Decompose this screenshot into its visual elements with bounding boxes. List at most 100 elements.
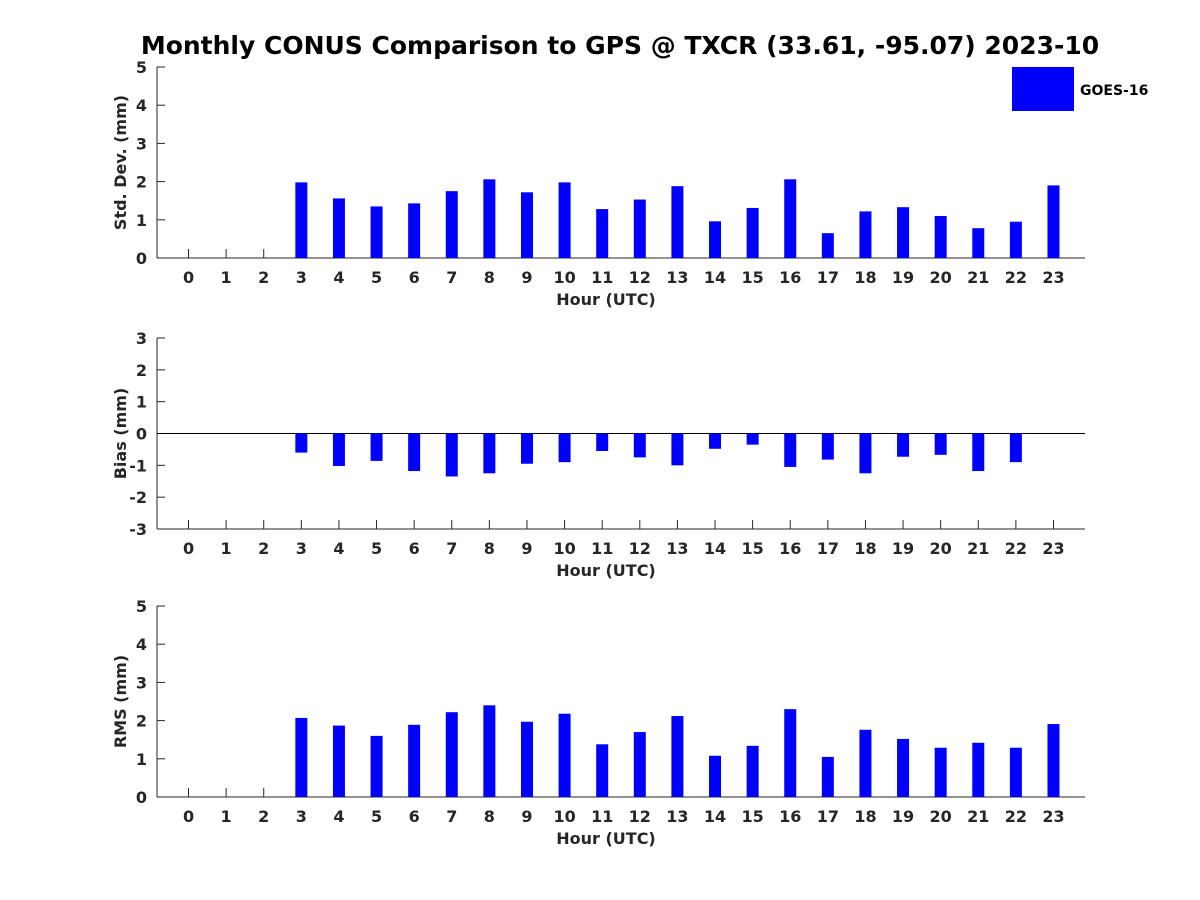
y-tick-label: 0 xyxy=(136,249,147,268)
x-tick-label: 13 xyxy=(666,268,688,287)
bar-hour-14 xyxy=(709,221,722,258)
bar-hour-15 xyxy=(746,207,759,258)
bar-hour-7 xyxy=(445,712,458,797)
bar-hour-6 xyxy=(408,433,421,472)
bar-hour-21 xyxy=(972,433,985,472)
x-tick-label: 20 xyxy=(930,539,952,558)
x-tick-label: 12 xyxy=(629,539,651,558)
x-tick-label: 17 xyxy=(817,268,839,287)
y-tick-label: -2 xyxy=(129,488,147,507)
bar-hour-17 xyxy=(821,233,834,258)
x-tick-label: 2 xyxy=(258,539,269,558)
x-tick-label: 22 xyxy=(1005,807,1027,826)
bar-hour-11 xyxy=(596,433,609,452)
bar-hour-10 xyxy=(558,182,571,258)
x-tick-label: 4 xyxy=(333,268,344,287)
y-axis-label: Std. Dev. (mm) xyxy=(111,95,130,230)
bar-hour-12 xyxy=(633,732,646,797)
legend-swatch-goes-16 xyxy=(1012,67,1074,111)
x-tick-label: 1 xyxy=(221,268,232,287)
x-tick-label: 2 xyxy=(258,807,269,826)
x-tick-label: 22 xyxy=(1005,268,1027,287)
x-tick-label: 6 xyxy=(409,807,420,826)
y-tick-label: 3 xyxy=(136,134,147,153)
x-tick-label: 13 xyxy=(666,807,688,826)
x-tick-label: 14 xyxy=(704,268,726,287)
x-tick-label: 2 xyxy=(258,268,269,287)
x-tick-label: 23 xyxy=(1042,268,1064,287)
x-tick-label: 21 xyxy=(967,539,989,558)
y-tick-label: 4 xyxy=(136,635,147,654)
x-tick-label: 11 xyxy=(591,539,613,558)
x-tick-label: 22 xyxy=(1005,539,1027,558)
x-tick-label: 20 xyxy=(930,807,952,826)
bar-hour-5 xyxy=(370,206,383,258)
bar-hour-7 xyxy=(445,191,458,258)
x-tick-label: 19 xyxy=(892,539,914,558)
bar-hour-22 xyxy=(1009,747,1022,797)
bar-hour-8 xyxy=(483,705,496,797)
x-tick-label: 11 xyxy=(591,807,613,826)
y-tick-label: -3 xyxy=(129,520,147,539)
x-axis-label: Hour (UTC) xyxy=(556,829,656,848)
y-tick-label: 2 xyxy=(136,173,147,192)
bar-hour-4 xyxy=(332,198,345,258)
x-tick-label: 16 xyxy=(779,268,801,287)
x-tick-label: 3 xyxy=(296,539,307,558)
bar-hour-5 xyxy=(370,433,383,461)
bar-hour-20 xyxy=(934,747,947,797)
bar-hour-4 xyxy=(332,433,345,466)
bar-hour-5 xyxy=(370,735,383,797)
bar-hour-13 xyxy=(671,716,684,797)
bar-hour-3 xyxy=(295,182,308,258)
y-axis-label: RMS (mm) xyxy=(111,655,130,748)
bar-hour-16 xyxy=(784,709,797,797)
y-tick-label: 2 xyxy=(136,712,147,731)
x-tick-label: 15 xyxy=(741,268,763,287)
x-tick-label: 18 xyxy=(854,539,876,558)
x-tick-label: 9 xyxy=(521,807,532,826)
bar-hour-15 xyxy=(746,433,759,445)
x-tick-label: 14 xyxy=(704,539,726,558)
bar-hour-4 xyxy=(332,725,345,797)
y-tick-label: 5 xyxy=(136,597,147,616)
x-tick-label: 6 xyxy=(409,268,420,287)
bar-hour-6 xyxy=(408,724,421,797)
x-tick-label: 21 xyxy=(967,807,989,826)
x-tick-label: 23 xyxy=(1042,539,1064,558)
x-tick-label: 23 xyxy=(1042,807,1064,826)
x-tick-label: 8 xyxy=(484,268,495,287)
bar-hour-17 xyxy=(821,433,834,460)
x-tick-label: 3 xyxy=(296,268,307,287)
bar-hour-12 xyxy=(633,199,646,258)
bar-hour-19 xyxy=(897,207,910,258)
y-axis-label: Bias (mm) xyxy=(111,388,130,480)
y-tick-label: 4 xyxy=(136,96,147,115)
x-tick-label: 1 xyxy=(221,539,232,558)
y-tick-label: 1 xyxy=(136,393,147,412)
legend-label-goes-16: GOES-16 xyxy=(1080,83,1148,99)
x-tick-label: 10 xyxy=(553,268,575,287)
x-tick-label: 8 xyxy=(484,539,495,558)
bar-hour-18 xyxy=(859,433,872,474)
chart-title: Monthly CONUS Comparison to GPS @ TXCR (… xyxy=(141,31,1099,60)
bar-hour-19 xyxy=(897,738,910,797)
x-tick-label: 18 xyxy=(854,268,876,287)
x-tick-label: 4 xyxy=(333,807,344,826)
bar-hour-18 xyxy=(859,729,872,797)
x-tick-label: 16 xyxy=(779,807,801,826)
bar-hour-10 xyxy=(558,713,571,797)
bar-hour-16 xyxy=(784,433,797,467)
x-tick-label: 12 xyxy=(629,807,651,826)
x-tick-label: 18 xyxy=(854,807,876,826)
x-tick-label: 13 xyxy=(666,539,688,558)
y-tick-label: 2 xyxy=(136,361,147,380)
bar-hour-15 xyxy=(746,745,759,797)
bar-hour-10 xyxy=(558,433,571,463)
x-tick-label: 0 xyxy=(183,807,194,826)
bar-hour-18 xyxy=(859,211,872,258)
x-tick-label: 17 xyxy=(817,539,839,558)
bar-hour-19 xyxy=(897,433,910,457)
y-tick-label: 5 xyxy=(136,58,147,77)
